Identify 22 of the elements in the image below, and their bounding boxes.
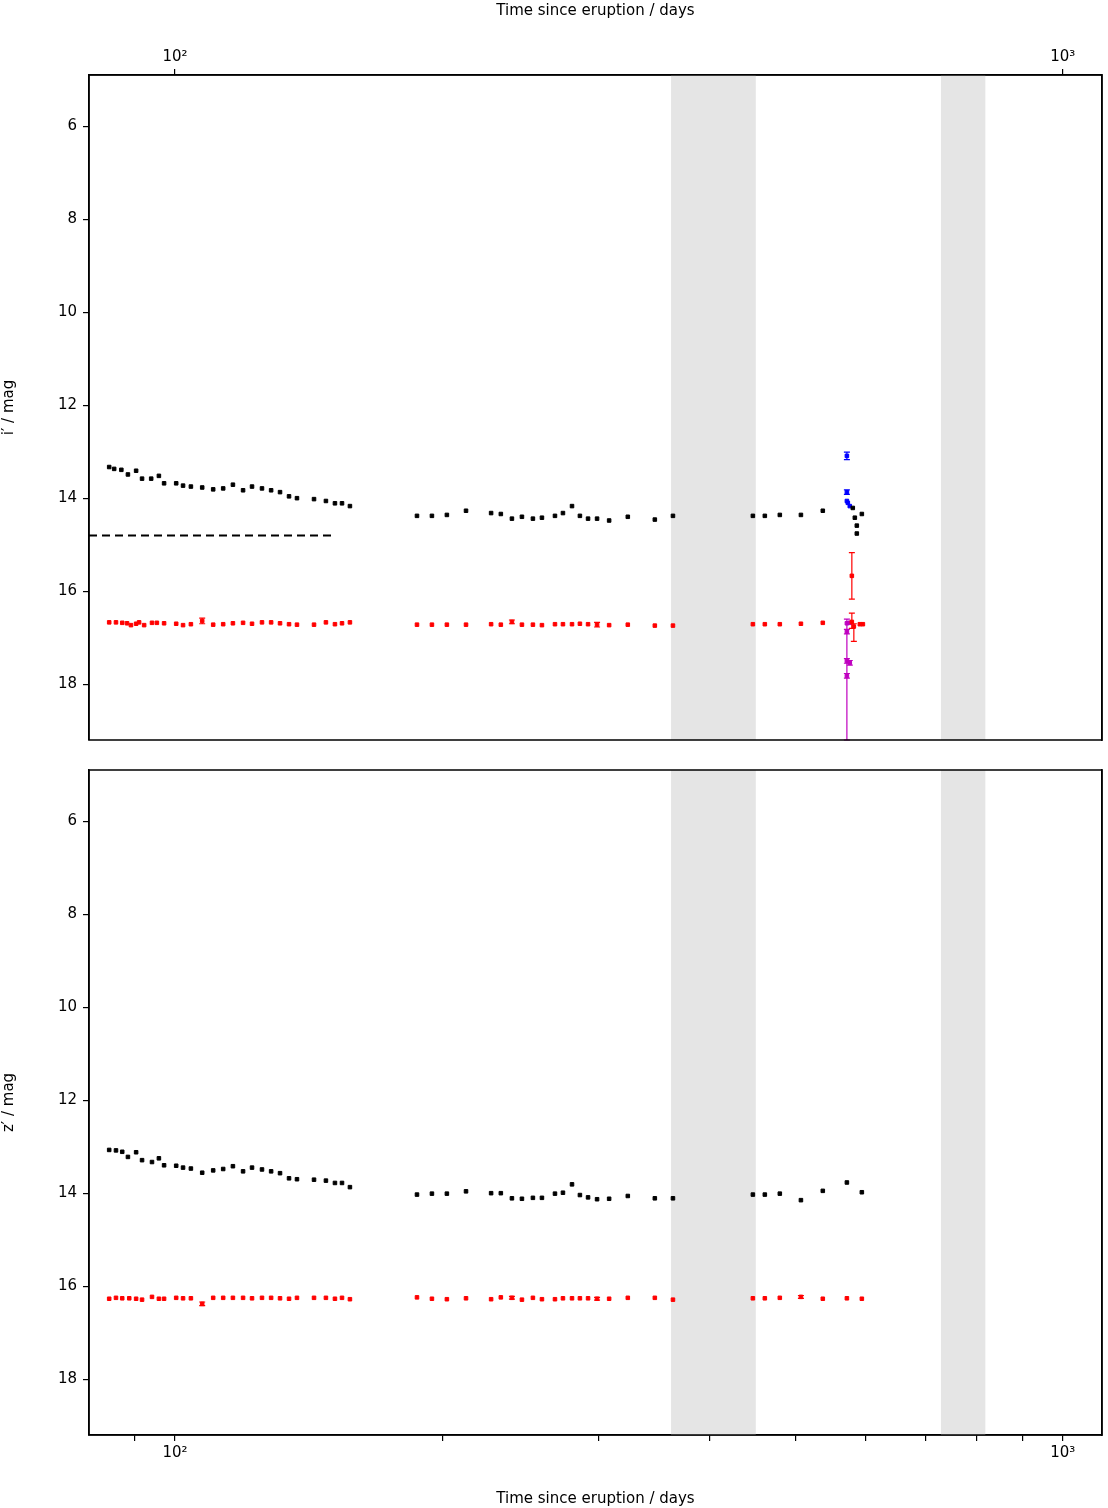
- y-tick-label: 18: [57, 674, 77, 693]
- y-tick-label: 16: [57, 1276, 77, 1295]
- y-axis-title: z′ / mag: [0, 1072, 17, 1133]
- y-tick-label: 18: [57, 1369, 77, 1388]
- y-tick-label: 14: [57, 488, 77, 507]
- y-tick-label: 16: [57, 581, 77, 600]
- y-tick-label: 14: [57, 1183, 77, 1202]
- y-tick-label: 12: [57, 395, 77, 414]
- y-tick-label: 8: [67, 904, 77, 923]
- x-tick-label: 10³: [1050, 1442, 1076, 1461]
- y-tick-label: 6: [67, 116, 77, 135]
- x-axis-title: Time since eruption / days: [495, 0, 695, 19]
- y-axis-title: i′ / mag: [0, 379, 17, 436]
- y-tick-label: 8: [67, 209, 77, 228]
- y-tick-label: 10: [57, 997, 77, 1016]
- y-tick-label: 10: [57, 302, 77, 321]
- y-tick-label: 6: [67, 811, 77, 830]
- x-tick-label: 10³: [1050, 46, 1076, 65]
- x-tick-label: 10²: [162, 46, 188, 65]
- x-tick-label: 10²: [162, 1442, 188, 1461]
- y-tick-label: 12: [57, 1090, 77, 1109]
- x-axis-title: Time since eruption / days: [495, 1488, 695, 1507]
